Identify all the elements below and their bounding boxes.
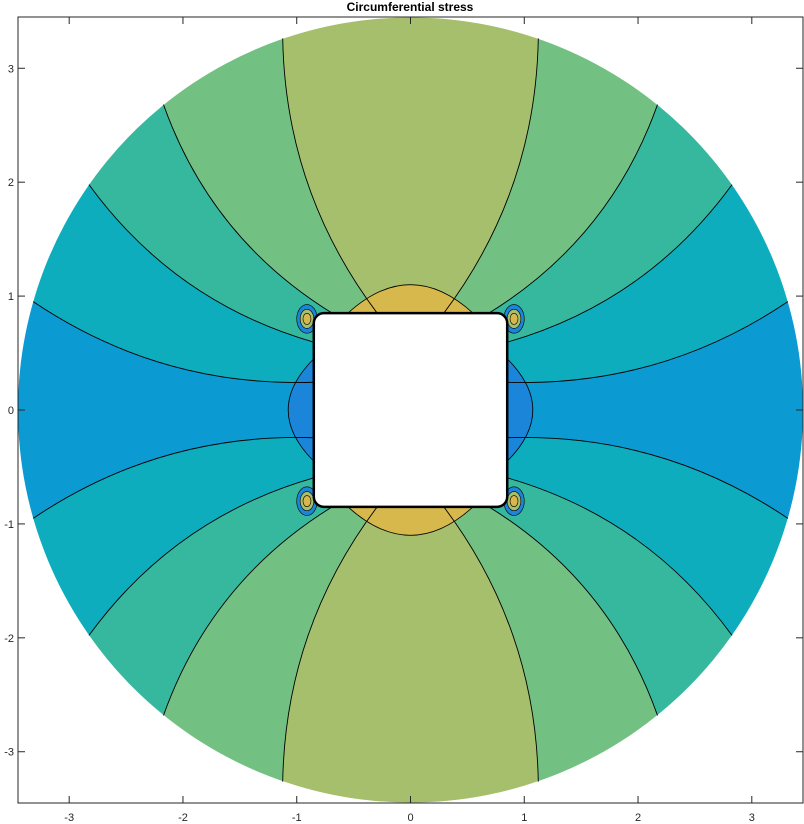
- contour-band: [276, 506, 545, 803]
- contour-band: [151, 506, 378, 801]
- contour-line: [32, 301, 314, 383]
- concentration-region-right: [506, 357, 534, 463]
- contour-line: [507, 477, 733, 636]
- x-tick-label: -1: [292, 812, 302, 824]
- y-tick-label: 0: [8, 405, 14, 417]
- contour-line: [32, 437, 314, 519]
- y-tick-label: -3: [4, 747, 14, 759]
- contour-line: [88, 184, 314, 343]
- contour-band: [151, 19, 378, 314]
- contour-band: [507, 173, 803, 383]
- contour-band: [507, 386, 803, 524]
- concentration-region-bottom: [346, 506, 475, 536]
- corner-contour-ring: [302, 312, 312, 325]
- contour-band: [18, 173, 314, 383]
- x-tick-label: -3: [64, 812, 74, 824]
- concentration-region-left: [287, 357, 315, 463]
- corner-contour-ring: [509, 495, 519, 508]
- axes: -3 -2 -1 0 1 2 3 -3 -2 -1 0 1 2 3: [4, 16, 804, 824]
- y-tick-label: -1: [4, 519, 14, 531]
- contour-line: [443, 506, 539, 782]
- chart-title: Circumferential stress: [347, 0, 474, 14]
- contour-band: [443, 19, 670, 314]
- x-tick-label: -2: [178, 812, 188, 824]
- corner-contour-ring: [302, 495, 312, 508]
- concentration-region-top: [346, 284, 475, 314]
- y-tick-label: 2: [8, 177, 14, 189]
- contour-band: [488, 89, 749, 343]
- contour-band: [507, 437, 803, 647]
- corner-contour-ring: [509, 312, 519, 325]
- x-tick-label: 3: [749, 812, 755, 824]
- contour-line: [282, 38, 378, 314]
- y-tick-label: 3: [8, 63, 14, 75]
- hole: [312, 311, 509, 509]
- contour-line: [443, 38, 539, 314]
- contour-line: [488, 104, 658, 314]
- contour-band: [488, 477, 749, 731]
- contour-line: [507, 301, 789, 383]
- x-tick-label: 0: [407, 812, 413, 824]
- contour-line: [163, 506, 333, 716]
- y-tick-label: 1: [8, 291, 14, 303]
- x-tick-label: 2: [635, 812, 641, 824]
- contour-line: [163, 104, 333, 314]
- contour-band: [72, 477, 333, 731]
- contour-band: [443, 506, 670, 801]
- contour-line: [88, 477, 314, 636]
- x-tick-label: 1: [521, 812, 527, 824]
- contour-line: [507, 437, 789, 519]
- y-tick-label: -2: [4, 633, 14, 645]
- contour-band: [18, 437, 314, 647]
- contour-band: [72, 89, 333, 343]
- contour-line: [488, 506, 658, 716]
- contour-line: [507, 184, 733, 343]
- contour-band: [18, 296, 314, 524]
- contour-line: [282, 506, 378, 782]
- contour-band: [276, 17, 545, 314]
